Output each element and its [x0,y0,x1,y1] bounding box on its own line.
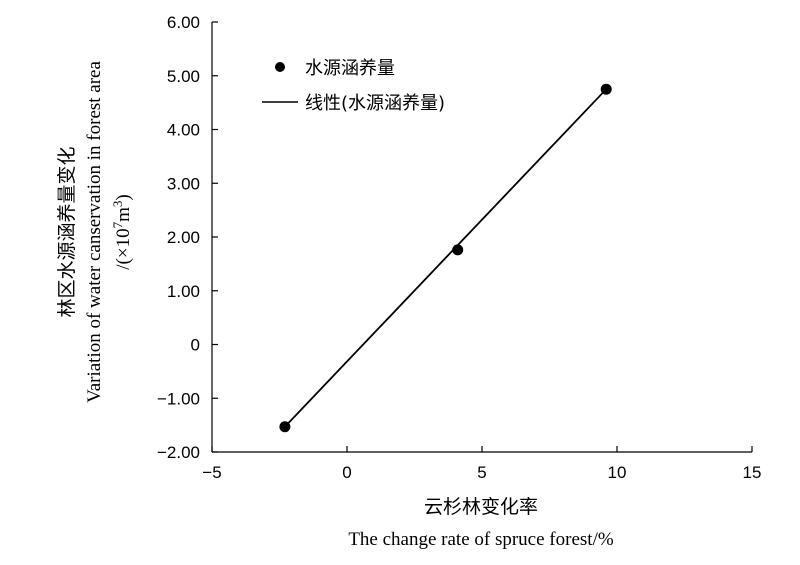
trendline [284,88,607,428]
data-point [600,83,612,95]
y-tick-label: 5.00 [167,67,200,86]
tick-labels: 6.00 5.00 4.00 3.00 2.00 1.00 0 −1.00 −2.00−5 0 5 1… [157,13,761,482]
legend-label-scatter: 水源涵养量 [305,58,395,79]
y-tick-label: −2.00 [157,443,200,462]
series-layer [279,83,612,433]
x-tick-label: 5 [477,463,486,482]
y-tick-label: 3.00 [167,174,200,193]
x-tick-label: 0 [342,463,351,482]
y-tick-label: 6.00 [167,13,200,32]
y-tick-label: 0 [191,336,200,355]
x-axis-title-en: The change rate of spruce forest/% [348,529,614,550]
x-tick-label: 15 [743,463,762,482]
y-axis-title-unit: /(×107m3) [110,194,134,269]
data-point [279,421,291,433]
y-tick-label: 1.00 [167,282,200,301]
x-tick-label: 10 [608,463,627,482]
legend-marker-scatter [275,62,285,72]
y-axis-title-en: Variation of water canservation in fores… [84,61,105,403]
y-tick-label: −1.00 [157,389,200,408]
legend: 水源涵养量 线性(水源涵养量) [262,58,445,114]
legend-label-trendline: 线性(水源涵养量) [305,93,445,114]
x-axis-title-cn: 云杉林变化率 [424,496,538,518]
x-tick-label: −5 [202,463,221,482]
axes [211,21,753,453]
data-point [452,244,464,256]
y-axis-title-cn: 林区水源涵养量变化 [56,146,78,317]
y-tick-label: 4.00 [167,121,200,140]
y-tick-label: 2.00 [167,228,200,247]
